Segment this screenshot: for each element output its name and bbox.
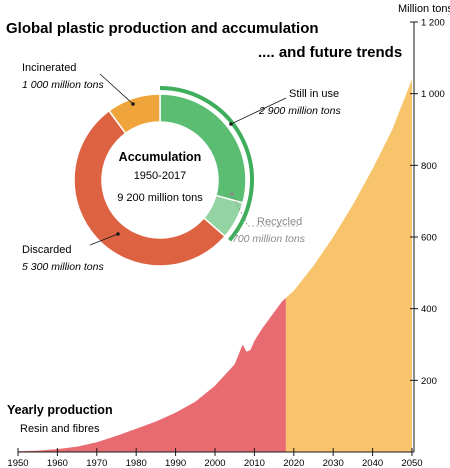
donut-period: 1950-2017 [134, 170, 187, 182]
recycled-leader [231, 193, 298, 227]
x-axis-ticks: 1950 1960 1970 1980 1990 2000 2010 2020 2030 2040… [7, 448, 423, 468]
y-axis-ticks: 200 400 600 800 1 000 1 200 [410, 18, 445, 387]
discarded-leader-dot [116, 232, 120, 236]
x-tick-label: 2020 [283, 458, 304, 468]
x-tick-label: 2000 [204, 458, 225, 468]
incinerated-value: 1 000 million tons [22, 79, 104, 91]
discarded-label: Discarded [22, 244, 72, 256]
y-tick-label: 1 200 [421, 18, 445, 29]
recycled-label: Recycled [257, 216, 302, 228]
donut-slice-incinerated [107, 93, 161, 135]
discarded-leader [89, 233, 119, 246]
x-tick-label: 2050 [401, 458, 422, 468]
donut-total: 9 200 million tons [117, 192, 203, 204]
x-tick-label: 1990 [165, 458, 186, 468]
in-use-label: Still in use [289, 88, 339, 100]
x-tick-label: 2010 [244, 458, 265, 468]
donut-slice-discarded [73, 109, 227, 267]
recycled-value: 700 million tons [232, 233, 306, 245]
y-axis-unit: Million tons [398, 3, 450, 15]
discarded-value: 5 300 million tons [22, 261, 104, 273]
y-tick-label: 1 000 [421, 89, 445, 100]
future-trends-title: .... and future trends [258, 44, 402, 61]
chart-title: Global plastic production and accumulati… [6, 20, 319, 37]
y-tick-label: 200 [421, 376, 437, 387]
y-tick-label: 400 [421, 304, 437, 315]
x-tick-label: 1970 [86, 458, 107, 468]
incinerated-leader [99, 73, 134, 105]
yearly-production-sublabel: Resin and fibres [20, 423, 100, 435]
incinerated-leader-dot [131, 102, 135, 106]
area-layer [18, 79, 412, 453]
x-tick-label: 1950 [7, 458, 28, 468]
in-use-value: 2 900 million tons [258, 105, 341, 117]
x-tick-label: 2040 [362, 458, 383, 468]
x-tick-label: 1980 [126, 458, 147, 468]
y-tick-label: 600 [421, 233, 437, 244]
donut-title: Accumulation [119, 150, 202, 164]
area-future-trends [285, 79, 412, 453]
still-in-use-bracket [159, 86, 254, 242]
recycled-leader-dot [230, 192, 234, 196]
in-use-leader [230, 97, 287, 125]
x-tick-label: 2030 [323, 458, 344, 468]
x-tick-label: 1960 [47, 458, 68, 468]
donut-slice-in-use [159, 93, 247, 204]
in-use-leader-dot [229, 122, 233, 126]
accumulation-donut [73, 93, 247, 267]
incinerated-label: Incinerated [22, 62, 76, 74]
y-tick-label: 800 [421, 161, 437, 172]
area-yearly-production [18, 297, 286, 452]
yearly-production-label: Yearly production [7, 403, 113, 417]
